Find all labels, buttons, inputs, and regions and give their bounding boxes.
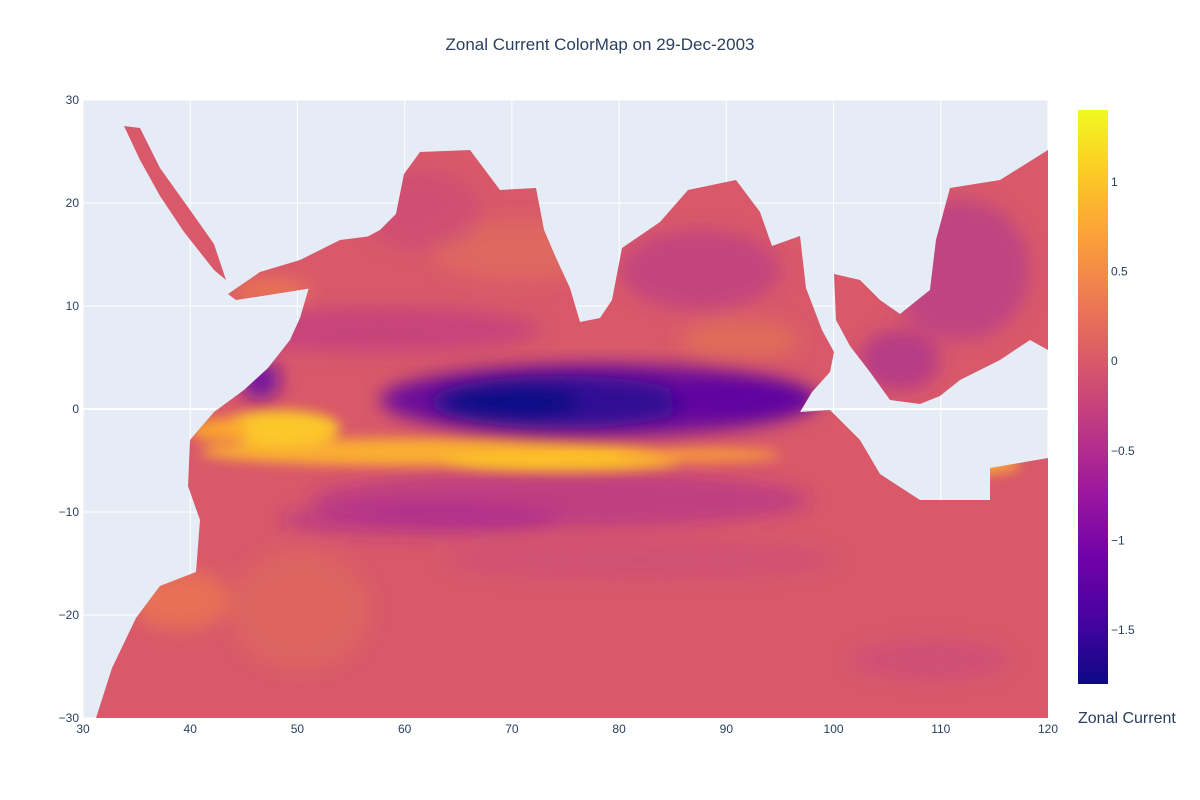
- x-tick-label: 100: [824, 722, 844, 736]
- x-tick-label: 120: [1038, 722, 1058, 736]
- x-tick-label: 110: [931, 722, 950, 736]
- colorbar-tick-label: 0: [1111, 354, 1118, 368]
- colorbar: [1078, 110, 1108, 684]
- x-tick-label: 80: [612, 722, 626, 736]
- colorbar-ticks: 1 0.5 0 −0.5 −1 −1.5: [1111, 175, 1135, 637]
- colorbar-tick-label: 0.5: [1111, 264, 1128, 278]
- y-tick-label: 10: [66, 299, 80, 313]
- y-tick-label: 0: [72, 402, 79, 416]
- x-tick-label: 90: [720, 722, 734, 736]
- x-tick-label: 30: [76, 722, 90, 736]
- y-tick-label: 20: [66, 196, 80, 210]
- y-tick-label: −10: [59, 505, 80, 519]
- y-tick-label: −20: [59, 608, 80, 622]
- colorbar-title: Zonal Current: [1078, 710, 1176, 727]
- colorbar-tick-label: −1.5: [1111, 623, 1135, 637]
- colorbar-tick-label: −0.5: [1111, 444, 1135, 458]
- x-tick-label: 50: [291, 722, 305, 736]
- x-tick-label: 40: [184, 722, 198, 736]
- x-tick-label: 70: [505, 722, 519, 736]
- colorbar-tick-label: 1: [1111, 175, 1118, 189]
- chart-title: Zonal Current ColorMap on 29-Dec-2003: [446, 35, 755, 54]
- colorbar-tick-label: −1: [1111, 534, 1125, 548]
- x-tick-label: 60: [398, 722, 412, 736]
- y-tick-label: −30: [59, 711, 80, 725]
- y-tick-label: 30: [66, 93, 80, 107]
